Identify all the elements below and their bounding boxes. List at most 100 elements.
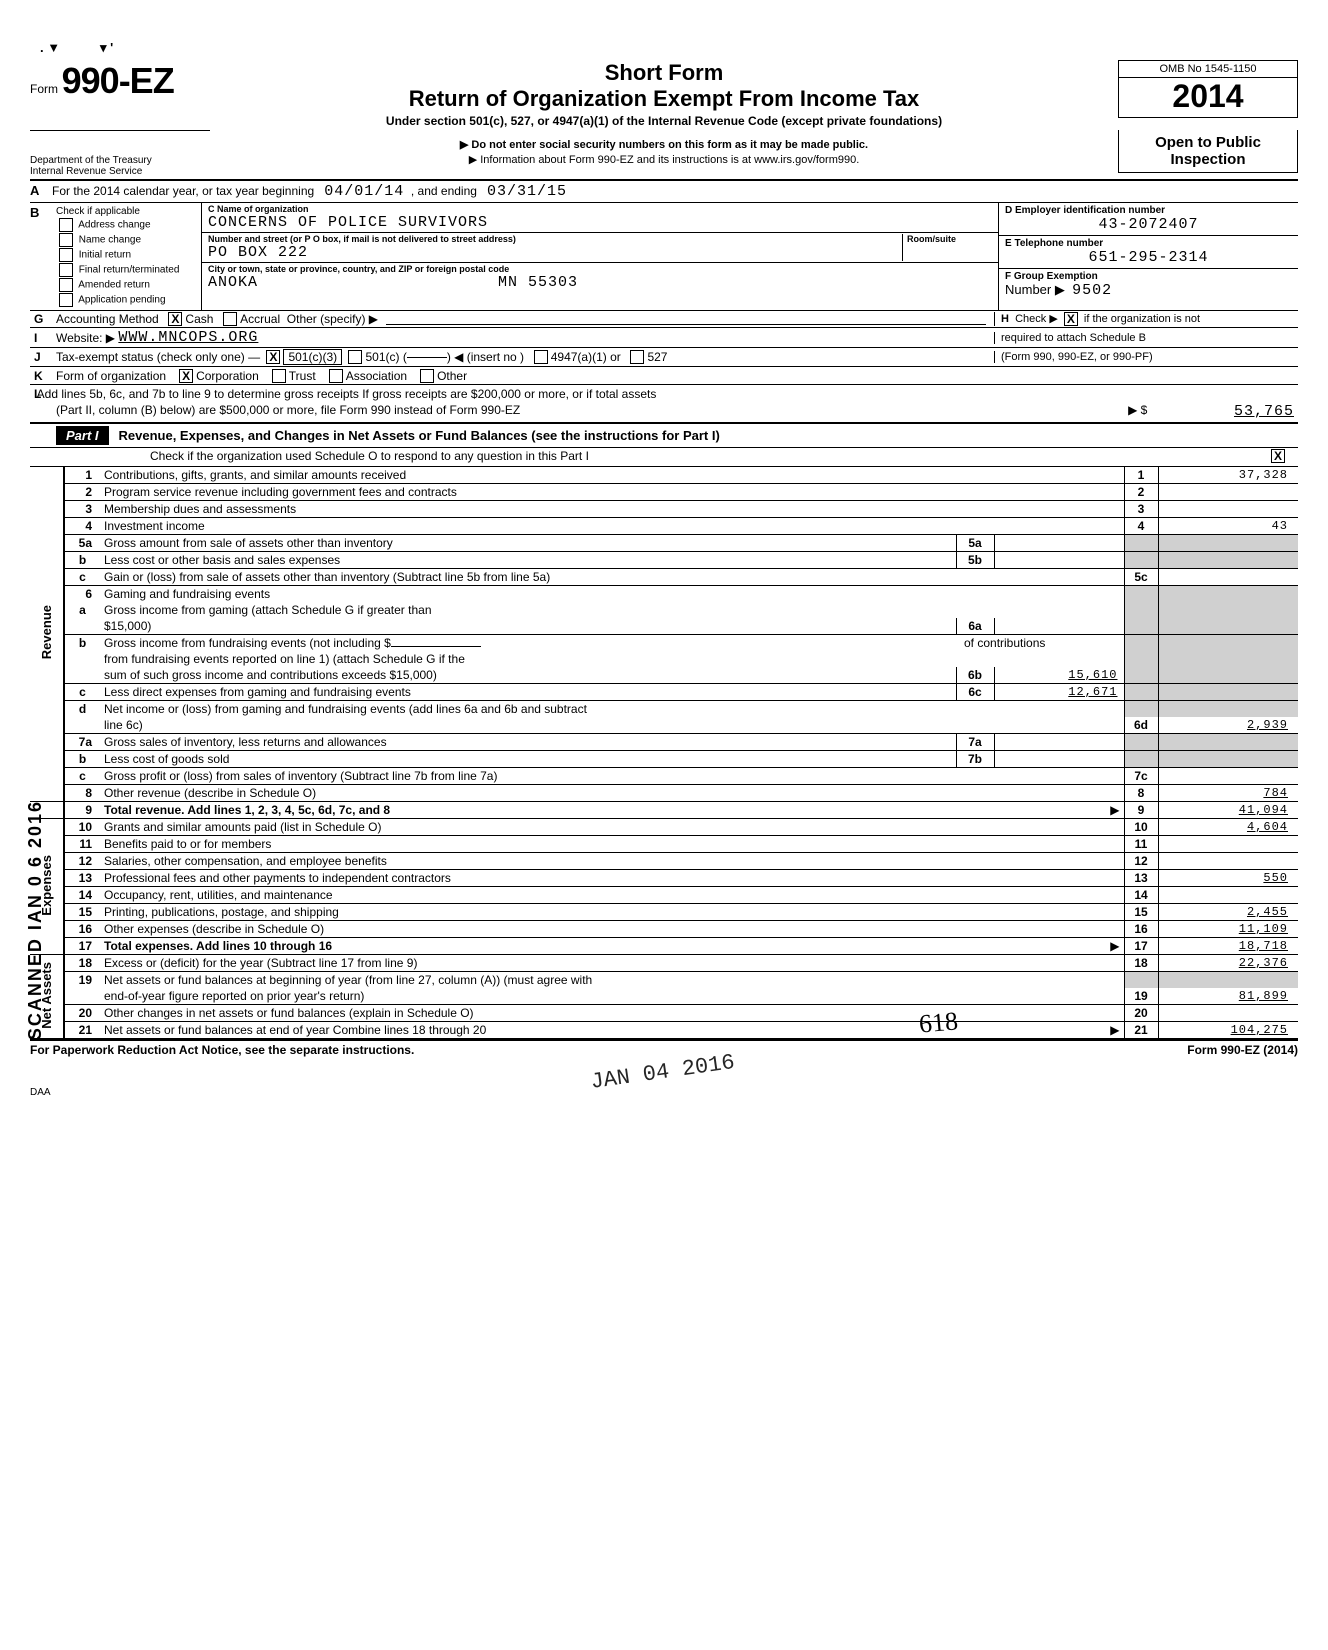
line-15-value: 2,455: [1158, 904, 1298, 921]
gross-receipts: 53,765: [1154, 403, 1294, 420]
line-19-desc-1: Net assets or fund balances at beginning…: [100, 972, 1124, 989]
ein-label: D Employer identification number: [1005, 205, 1292, 216]
group-exempt-cell: F Group Exemption Number ▶ 9502: [999, 269, 1298, 301]
tax-status-label: Tax-exempt status (check only one) —: [56, 350, 260, 364]
page-footer: For Paperwork Reduction Act Notice, see …: [30, 1039, 1298, 1057]
group-exempt-label: F Group Exemption: [1005, 271, 1292, 282]
line-6d-desc-1: Net income or (loss) from gaming and fun…: [100, 701, 1124, 718]
phone-value: 651-295-2314: [1005, 249, 1292, 266]
check-name[interactable]: Name change: [56, 233, 197, 247]
letter-K: K: [34, 369, 56, 383]
room-label: Room/suite: [907, 234, 992, 244]
org-name-label: C Name of organization: [208, 204, 992, 214]
line-5a-value: [994, 535, 1124, 552]
letter-A: A: [30, 181, 52, 202]
other-specify-line[interactable]: [386, 313, 986, 325]
phone-cell: E Telephone number 651-295-2314: [999, 236, 1298, 269]
H-block-3: (Form 990, 990-EZ, or 990-PF): [994, 351, 1294, 363]
line-18-desc: Excess or (deficit) for the year (Subtra…: [100, 955, 1124, 972]
accrual-checkbox[interactable]: [223, 312, 237, 326]
subtitle: Under section 501(c), 527, or 4947(a)(1)…: [210, 114, 1118, 128]
group-exempt-value: 9502: [1072, 282, 1112, 299]
right-column-DEF: D Employer identification number 43-2072…: [998, 203, 1298, 310]
daa-mark: DAA: [30, 1087, 1298, 1098]
phone-label: E Telephone number: [1005, 238, 1292, 249]
line-19-desc-2: end-of-year figure reported on prior yea…: [100, 988, 1124, 1005]
dept-line1: Department of the Treasury: [30, 155, 210, 166]
line-10-value: 4,604: [1158, 819, 1298, 836]
line-13-value: 550: [1158, 870, 1298, 887]
line-11-value: [1158, 836, 1298, 853]
accounting-label: Accounting Method: [56, 312, 159, 326]
line-21-value: 104,275: [1158, 1022, 1298, 1039]
return-title: Return of Organization Exempt From Incom…: [210, 86, 1118, 112]
line-3-desc: Membership dues and assessments: [100, 501, 1124, 518]
other-org-checkbox[interactable]: [420, 369, 434, 383]
assoc-checkbox[interactable]: [329, 369, 343, 383]
527-checkbox[interactable]: [630, 350, 644, 364]
line-7a-value: [994, 734, 1124, 751]
ein-value: 43-2072407: [1005, 216, 1292, 233]
line-8-desc: Other revenue (describe in Schedule O): [100, 785, 1124, 802]
check-pending[interactable]: Application pending: [56, 293, 197, 307]
line-1-value: 37,328: [1158, 467, 1298, 484]
line-L: L Add lines 5b, 6c, and 7b to line 9 to …: [30, 385, 1298, 403]
street: PO BOX 222: [208, 244, 902, 261]
line-7b-value: [994, 751, 1124, 768]
line-5b-value: [994, 552, 1124, 569]
501c3-checkbox[interactable]: X: [266, 350, 280, 364]
revenue-sidebar: Revenue: [30, 467, 64, 802]
line-10-desc: Grants and similar amounts paid (list in…: [100, 819, 1124, 836]
check-amended[interactable]: Amended return: [56, 278, 197, 292]
line-J: J Tax-exempt status (check only one) — X…: [30, 348, 1298, 367]
schedule-o-checkbox[interactable]: X: [1271, 449, 1285, 463]
line-5b-desc: Less cost or other basis and sales expen…: [100, 552, 956, 569]
line-20-value: [1158, 1005, 1298, 1022]
line-2-value: [1158, 484, 1298, 501]
schedule-b-checkbox[interactable]: X: [1064, 312, 1078, 326]
line-I: I Website: ▶ WWW.MNCOPS.ORG required to …: [30, 328, 1298, 348]
check-initial[interactable]: Initial return: [56, 248, 197, 262]
cash-checkbox[interactable]: X: [168, 312, 182, 326]
part-1-table: Revenue 1 Contributions, gifts, grants, …: [30, 467, 1298, 1039]
form-prefix: Form: [30, 82, 58, 96]
line-18-value: 22,376: [1158, 955, 1298, 972]
line-6b-desc-1: Gross income from fundraising events (no…: [100, 635, 956, 652]
line-21-desc: Net assets or fund balances at end of ye…: [100, 1022, 1124, 1039]
dept-block: Department of the Treasury Internal Reve…: [30, 130, 210, 177]
city-state-zip: ANOKA MN 55303: [208, 274, 992, 291]
corp-checkbox[interactable]: X: [179, 369, 193, 383]
top-marks: . ▼▾ ': [30, 40, 1298, 60]
line-6a-desc-2: $15,000): [100, 618, 956, 635]
part-1-title: Revenue, Expenses, and Changes in Net As…: [111, 428, 1298, 443]
group-exempt-row: Number ▶ 9502: [1005, 282, 1292, 299]
notices: ▶ Do not enter social security numbers o…: [210, 130, 1118, 168]
dept-line2: Internal Revenue Service: [30, 166, 210, 177]
line-1-desc: Contributions, gifts, grants, and simila…: [100, 467, 1124, 484]
open-line1: Open to Public: [1119, 134, 1297, 151]
calendar-text: For the 2014 calendar year, or tax year …: [52, 181, 1298, 202]
line-19-value: 81,899: [1158, 988, 1298, 1005]
line-6b-value: 15,610: [994, 667, 1124, 684]
letter-G: G: [34, 312, 56, 326]
line-6b-desc-3: sum of such gross income and contributio…: [100, 667, 956, 684]
4947-checkbox[interactable]: [534, 350, 548, 364]
line-15-desc: Printing, publications, postage, and shi…: [100, 904, 1124, 921]
line-5a-desc: Gross amount from sale of assets other t…: [100, 535, 956, 552]
check-address[interactable]: Address change: [56, 218, 197, 232]
line-8-value: 784: [1158, 785, 1298, 802]
letter-J: J: [34, 350, 56, 364]
H-block-2: required to attach Schedule B: [994, 332, 1294, 344]
501c-checkbox[interactable]: [348, 350, 362, 364]
line-17-value: 18,718: [1158, 938, 1298, 955]
paperwork-notice: For Paperwork Reduction Act Notice, see …: [30, 1043, 414, 1057]
city-row: City or town, state or province, country…: [202, 263, 998, 292]
check-final[interactable]: Final return/terminated: [56, 263, 197, 277]
line-14-desc: Occupancy, rent, utilities, and maintena…: [100, 887, 1124, 904]
line-20-desc: Other changes in net assets or fund bala…: [100, 1005, 1124, 1022]
website-value: WWW.MNCOPS.ORG: [118, 329, 994, 346]
trust-checkbox[interactable]: [272, 369, 286, 383]
form-ref: Form 990-EZ (2014): [1187, 1043, 1298, 1057]
notice-1: ▶ Do not enter social security numbers o…: [210, 138, 1118, 151]
short-form-title: Short Form: [210, 60, 1118, 86]
